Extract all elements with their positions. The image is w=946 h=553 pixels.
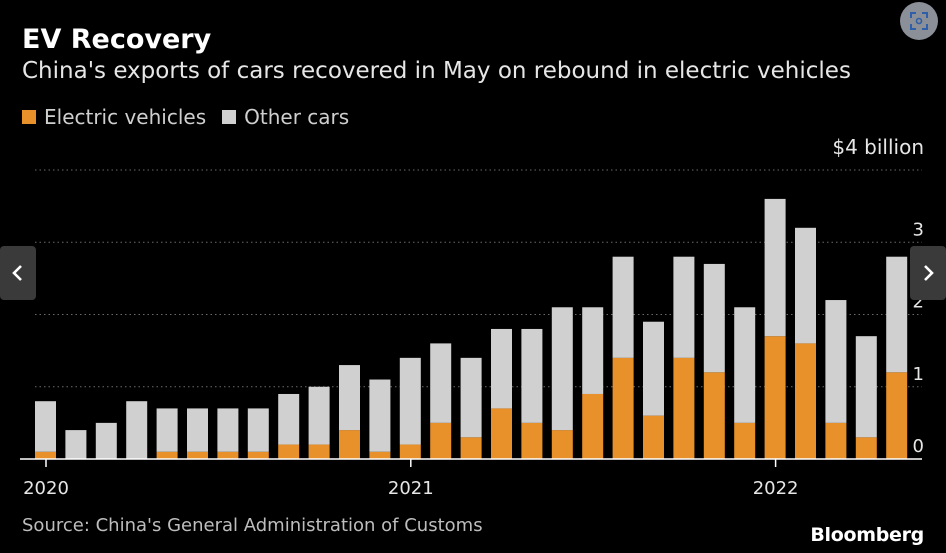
bar-electric-vehicles xyxy=(460,437,482,459)
bar-electric-vehicles xyxy=(308,444,330,459)
y-tick-label: 3 xyxy=(913,219,924,240)
bar-other-cars xyxy=(643,321,664,416)
bar-other-cars xyxy=(65,430,87,459)
bar-other-cars xyxy=(795,227,816,344)
legend-item-electric: Electric vehicles xyxy=(22,105,206,129)
legend-item-other: Other cars xyxy=(222,105,349,129)
bar-other-cars xyxy=(521,328,543,423)
bar-electric-vehicles xyxy=(217,451,239,459)
bar-other-cars xyxy=(764,198,786,337)
legend-swatch-other xyxy=(222,110,237,124)
y-tick-label: 1 xyxy=(913,364,924,385)
bar-electric-vehicles xyxy=(795,343,816,459)
bar-electric-vehicles xyxy=(491,408,512,459)
chevron-right-icon xyxy=(924,265,934,281)
bar-electric-vehicles xyxy=(369,451,391,459)
x-tick-label: 2022 xyxy=(753,478,799,499)
expand-icon xyxy=(910,12,928,30)
bar-other-cars xyxy=(156,408,178,452)
bar-other-cars xyxy=(582,307,604,394)
bar-electric-vehicles xyxy=(278,444,300,459)
bar-other-cars xyxy=(551,307,573,431)
expand-button[interactable] xyxy=(900,2,938,40)
next-button[interactable] xyxy=(910,246,946,300)
bar-other-cars xyxy=(247,408,269,452)
bar-electric-vehicles xyxy=(247,451,269,459)
bar-other-cars xyxy=(460,357,482,438)
bar-other-cars xyxy=(430,343,452,423)
y-tick-label: 0 xyxy=(913,436,924,457)
bar-electric-vehicles xyxy=(673,357,695,459)
bar-other-cars xyxy=(369,379,391,452)
bar-electric-vehicles xyxy=(643,415,664,459)
bar-other-cars xyxy=(855,336,877,438)
bar-other-cars xyxy=(95,422,117,459)
bar-other-cars xyxy=(612,256,634,358)
bar-other-cars xyxy=(399,357,421,445)
bar-electric-vehicles xyxy=(187,451,208,459)
bar-electric-vehicles xyxy=(764,336,786,459)
bar-electric-vehicles xyxy=(521,422,543,459)
bar-other-cars xyxy=(35,401,56,452)
y-tick-label: 2 xyxy=(913,292,924,313)
legend: Electric vehicles Other cars xyxy=(22,105,365,129)
bar-electric-vehicles xyxy=(156,451,178,459)
bar-other-cars xyxy=(886,256,908,373)
bar-electric-vehicles xyxy=(886,372,908,459)
brand-logo: Bloomberg xyxy=(810,524,924,546)
source-note: Source: China's General Administration o… xyxy=(22,515,483,536)
bar-other-cars xyxy=(308,386,330,445)
bar-electric-vehicles xyxy=(703,372,725,459)
bar-other-cars xyxy=(703,263,725,373)
bar-electric-vehicles xyxy=(551,430,573,459)
x-tick-label: 2021 xyxy=(388,478,434,499)
bar-electric-vehicles xyxy=(612,357,634,459)
bar-electric-vehicles xyxy=(825,422,847,459)
legend-label-other: Other cars xyxy=(244,105,350,129)
bar-other-cars xyxy=(217,408,239,452)
bar-other-cars xyxy=(734,307,756,423)
chart-subtitle: China's exports of cars recovered in May… xyxy=(22,58,851,84)
bar-electric-vehicles xyxy=(855,437,877,459)
bar-other-cars xyxy=(339,365,360,431)
chart-title: EV Recovery xyxy=(22,24,212,55)
bar-other-cars xyxy=(673,256,695,358)
bar-electric-vehicles xyxy=(339,430,360,459)
bar-electric-vehicles xyxy=(430,422,452,459)
bar-other-cars xyxy=(187,408,208,452)
legend-swatch-electric xyxy=(22,110,36,124)
x-tick-label: 2020 xyxy=(23,478,69,499)
bar-other-cars xyxy=(126,401,148,459)
bar-electric-vehicles xyxy=(734,422,756,459)
y-axis-unit-label: $4 billion xyxy=(832,135,924,159)
bar-electric-vehicles xyxy=(582,393,604,459)
chevron-left-icon xyxy=(12,265,22,281)
bar-electric-vehicles xyxy=(35,451,56,459)
legend-label-electric: Electric vehicles xyxy=(44,105,207,129)
bar-electric-vehicles xyxy=(399,444,421,459)
bar-other-cars xyxy=(491,328,512,409)
bar-other-cars xyxy=(278,393,300,445)
previous-button[interactable] xyxy=(0,246,36,300)
bar-other-cars xyxy=(825,300,847,423)
